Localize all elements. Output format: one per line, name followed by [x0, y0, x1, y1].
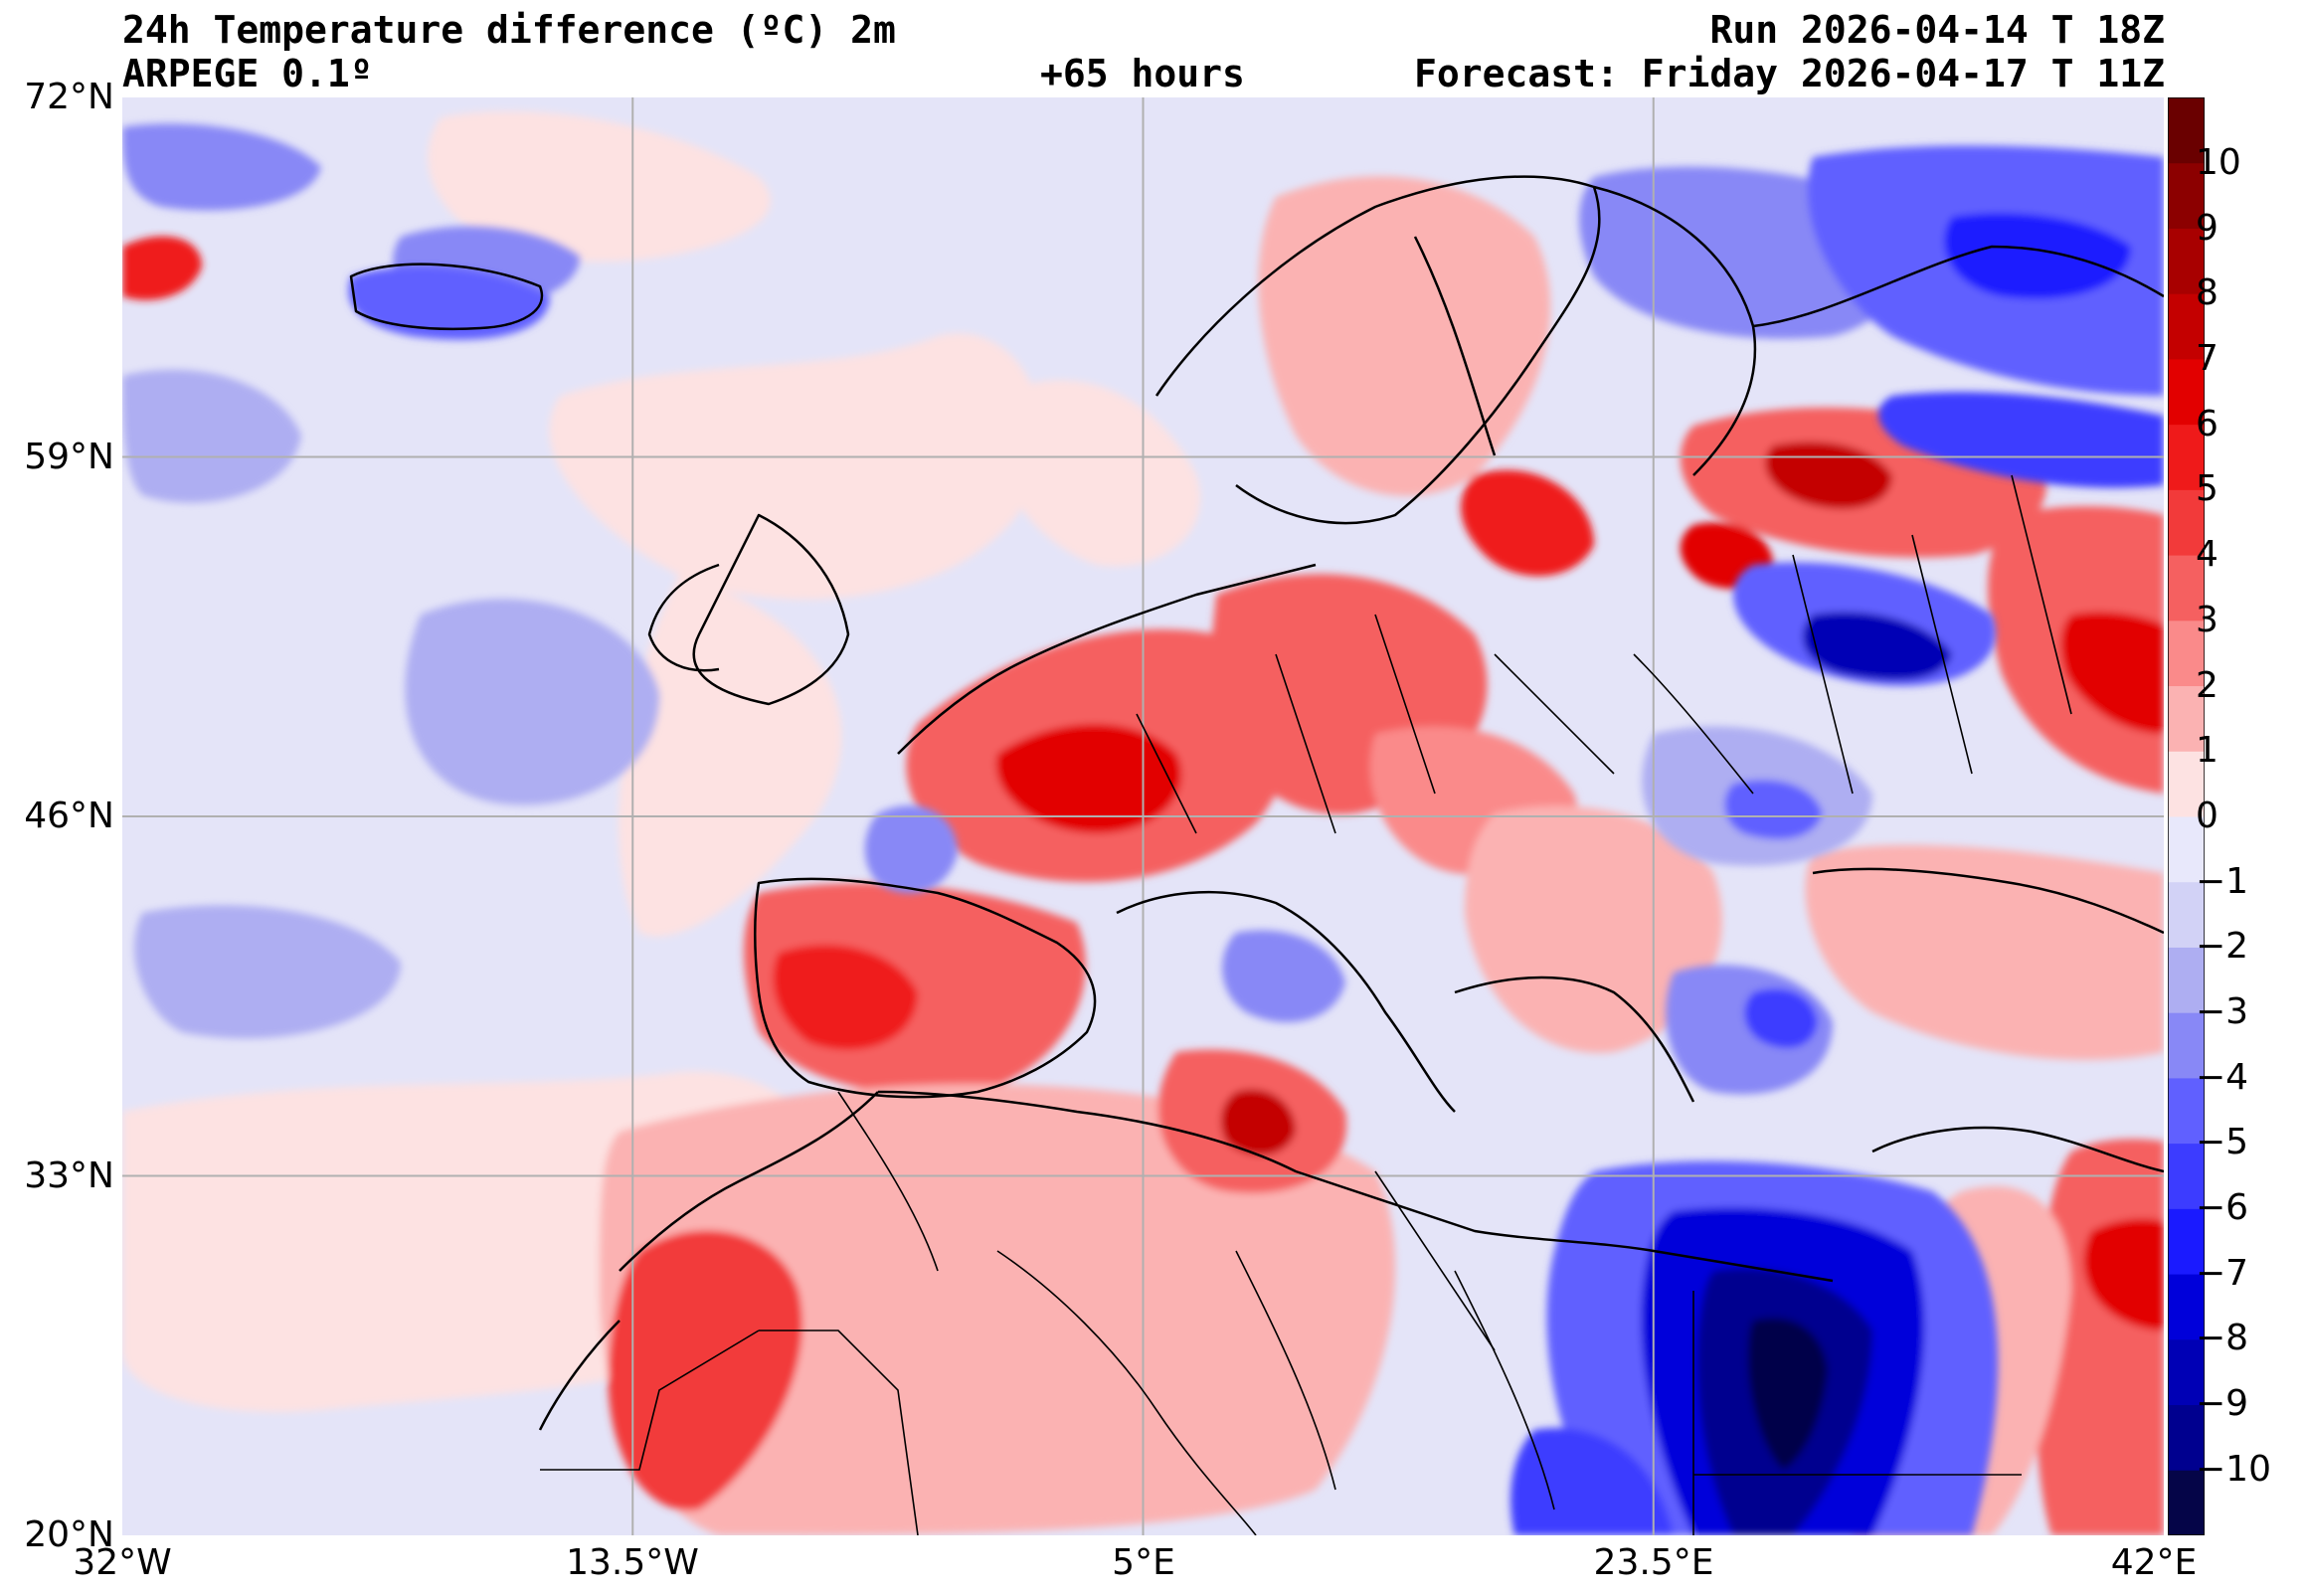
colorbar-label-10: 10	[2196, 142, 2241, 183]
colorbar-swatch	[2168, 1012, 2205, 1079]
colorbar-label-5: 5	[2196, 468, 2218, 509]
colorbar-swatch	[2168, 1274, 2205, 1340]
colorbar-label-2: 2	[2196, 665, 2218, 706]
colorbar-label-1: 1	[2196, 730, 2218, 771]
colorbar-label-minus-4: −4	[2196, 1057, 2249, 1098]
colorbar-label-minus-10: −10	[2196, 1449, 2271, 1490]
lon-label-42e: 42°E	[2110, 1542, 2198, 1583]
colorbar-swatch	[2168, 162, 2205, 229]
lon-label-32w: 32°W	[73, 1542, 172, 1583]
chart-title: 24h Temperature difference (ºC) 2m	[122, 8, 896, 52]
colorbar-label-7: 7	[2196, 338, 2218, 379]
lat-label-46n: 46°N	[24, 796, 114, 836]
colorbar-label-3: 3	[2196, 600, 2218, 640]
cooling-areas	[122, 123, 2164, 1535]
colorbar-label-minus-9: −9	[2196, 1383, 2249, 1424]
lat-label-59n: 59°N	[24, 437, 114, 477]
colorbar-label-minus-1: −1	[2196, 861, 2249, 902]
colorbar-label-minus-8: −8	[2196, 1318, 2249, 1358]
model-label: ARPEGE 0.1º	[122, 52, 373, 95]
colorbar-swatch	[2168, 620, 2205, 687]
colorbar-label-8: 8	[2196, 272, 2218, 313]
colorbar-swatch	[2168, 685, 2205, 752]
colorbar-swatch	[2168, 816, 2205, 883]
colorbar-swatch	[2168, 947, 2205, 1013]
forecast-label: Forecast: Friday 2026-04-17 T 11Z	[1414, 52, 2165, 95]
temperature-difference-map	[122, 97, 2164, 1535]
colorbar-swatch	[2168, 751, 2205, 817]
colorbar-swatch	[2168, 424, 2205, 490]
colorbar	[2168, 97, 2205, 1535]
colorbar-swatch	[2168, 555, 2205, 621]
colorbar-swatch	[2168, 1470, 2205, 1535]
run-label: Run 2026-04-14 T 18Z	[1709, 8, 2165, 52]
colorbar-swatch	[2168, 1338, 2205, 1406]
colorbar-swatch	[2168, 228, 2205, 294]
colorbar-swatch	[2168, 358, 2205, 426]
lead-time-label: +65 hours	[1040, 52, 1245, 95]
lon-label-13-5w: 13.5°W	[566, 1542, 699, 1583]
coastlines	[349, 175, 2164, 1431]
colorbar-swatch	[2168, 293, 2205, 360]
colorbar-swatch	[2168, 881, 2205, 948]
colorbar-label-minus-6: −6	[2196, 1187, 2249, 1228]
colorbar-swatch	[2168, 489, 2205, 556]
colorbar-label-9: 9	[2196, 208, 2218, 249]
colorbar-swatch	[2168, 1077, 2205, 1145]
lon-label-23-5e: 23.5°E	[1593, 1542, 1714, 1583]
colorbar-swatch	[2168, 1208, 2205, 1275]
lat-label-33n: 33°N	[24, 1155, 114, 1196]
colorbar-swatch	[2168, 1143, 2205, 1209]
colorbar-label-6: 6	[2196, 404, 2218, 444]
colorbar-label-minus-3: −3	[2196, 991, 2249, 1032]
colorbar-swatch	[2168, 1404, 2205, 1471]
country-borders	[540, 474, 2072, 1535]
colorbar-label-minus-5: −5	[2196, 1122, 2249, 1162]
colorbar-label-minus-7: −7	[2196, 1253, 2249, 1294]
lat-label-72n: 72°N	[24, 77, 114, 117]
colorbar-label-minus-2: −2	[2196, 926, 2249, 967]
colorbar-label-0: 0	[2196, 796, 2218, 836]
colorbar-swatch	[2168, 97, 2205, 164]
lat-label-20n: 20°N	[24, 1514, 114, 1555]
graticule	[122, 97, 2164, 1535]
lon-label-5e: 5°E	[1112, 1542, 1175, 1583]
colorbar-label-4: 4	[2196, 534, 2218, 575]
